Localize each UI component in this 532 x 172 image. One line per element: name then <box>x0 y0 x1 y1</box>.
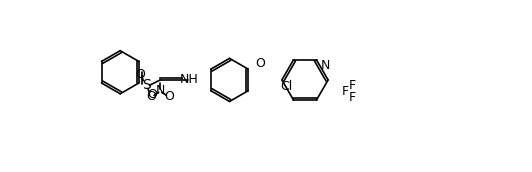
Text: O: O <box>135 68 145 81</box>
Text: NH: NH <box>180 73 199 86</box>
Text: O: O <box>146 90 156 103</box>
Text: O: O <box>255 57 265 70</box>
Text: F: F <box>348 91 355 104</box>
Text: N: N <box>320 59 330 72</box>
Text: Cl: Cl <box>280 80 293 93</box>
Text: F: F <box>348 79 355 92</box>
Text: O: O <box>147 88 157 101</box>
Text: S: S <box>142 78 151 92</box>
Text: N: N <box>155 84 165 97</box>
Text: O: O <box>164 90 174 103</box>
Text: F: F <box>342 85 350 98</box>
